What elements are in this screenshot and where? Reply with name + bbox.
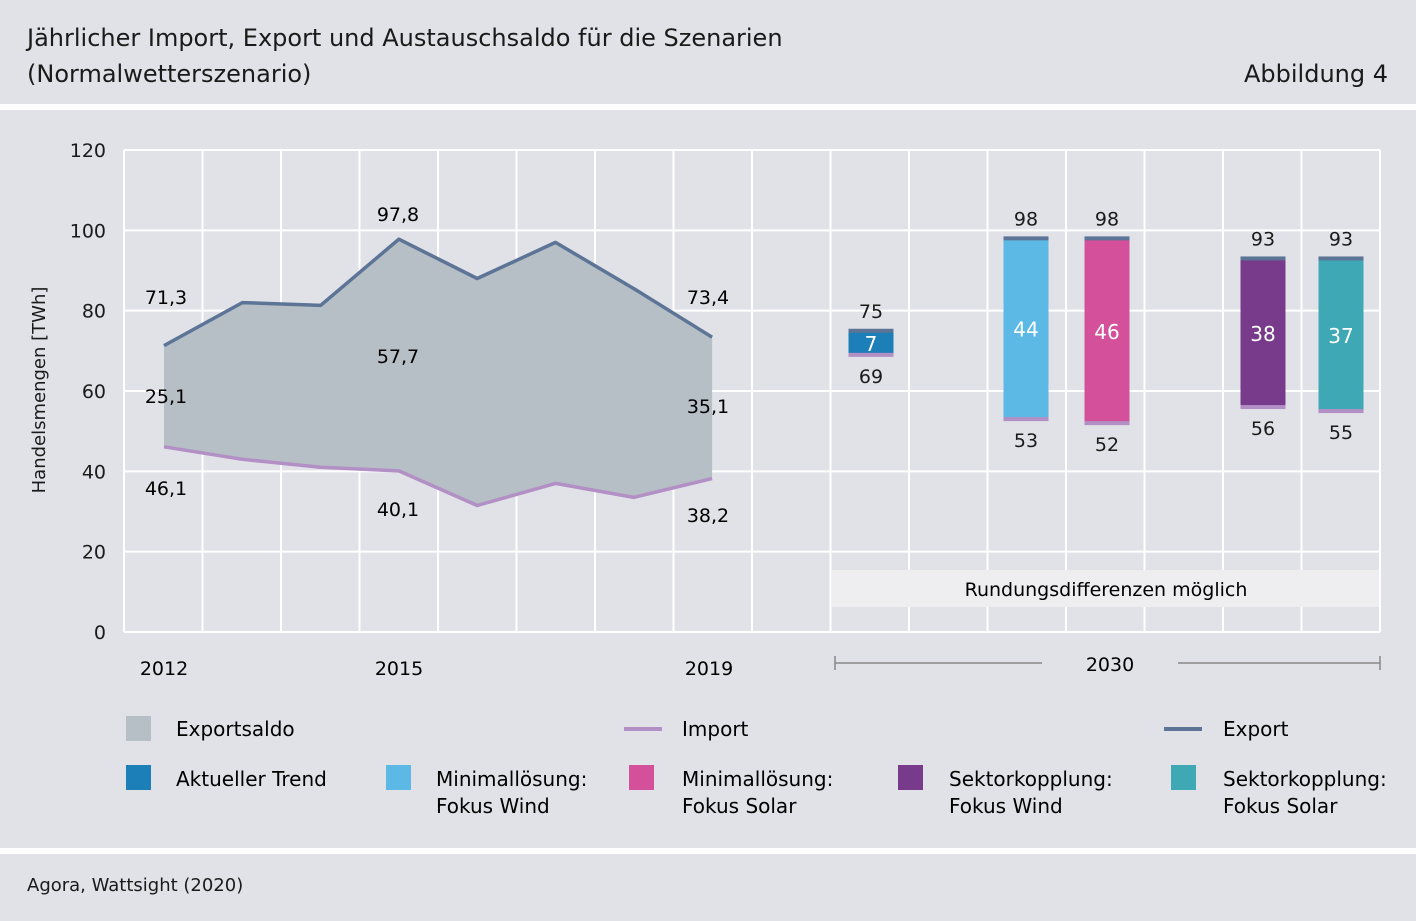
bar-export-label: 93 <box>1329 228 1353 250</box>
legend: Exportsaldo Import Export Aktueller Tren… <box>126 716 1387 818</box>
legend-swatch-sek-wind <box>898 765 923 790</box>
bar-min-solar: 98 52 46 <box>1084 208 1130 456</box>
legend-label-sek-solar-2: Fokus Solar <box>1223 794 1338 818</box>
bar-saldo-label: 46 <box>1094 320 1119 344</box>
bar-saldo-label: 7 <box>865 332 878 356</box>
bar-import-cap <box>1003 417 1049 422</box>
bar-import-cap <box>1240 405 1286 410</box>
saldo-label-2012: 25,1 <box>145 386 187 408</box>
import-label-2019: 38,2 <box>687 505 729 527</box>
bar-body <box>1318 258 1364 412</box>
header-divider <box>0 104 1416 110</box>
bar-export-cap <box>1240 256 1286 261</box>
legend-label-min-wind-1: Minimallösung: <box>436 767 587 791</box>
bar-body <box>1084 238 1130 424</box>
y-tick-label: 80 <box>82 301 106 323</box>
exportsaldo-area <box>164 239 713 506</box>
x-tick-2015: 2015 <box>375 658 423 680</box>
x-bracket-2030 <box>834 656 1381 670</box>
bar-export-cap <box>1003 236 1049 241</box>
bar-import-label: 69 <box>859 366 883 388</box>
bar-min-wind: 98 53 44 <box>1003 208 1049 452</box>
y-tick-label: 0 <box>94 622 106 644</box>
legend-label-exportsaldo: Exportsaldo <box>176 717 295 741</box>
header: Jährlicher Import, Export und Austauschs… <box>0 0 1416 104</box>
saldo-label-2019: 35,1 <box>687 396 729 418</box>
legend-label-import: Import <box>682 717 749 741</box>
x-tick-2030: 2030 <box>1086 654 1134 676</box>
y-tick-label: 100 <box>70 220 106 242</box>
legend-label-min-solar-1: Minimallösung: <box>682 767 833 791</box>
legend-label-export: Export <box>1223 717 1289 741</box>
bar-export-cap <box>848 328 894 333</box>
chart: 0 20 40 60 80 100 120 Handelsmengen [TWh] 71,3… <box>29 140 1387 818</box>
x-tick-2012: 2012 <box>140 658 188 680</box>
bar-saldo-label: 38 <box>1250 322 1275 346</box>
export-label-2012: 71,3 <box>145 287 187 309</box>
y-axis-label: Handelsmengen [TWh] <box>29 287 50 494</box>
bar-sek-wind: 93 56 38 <box>1240 228 1286 440</box>
bar-body <box>1240 258 1286 408</box>
bar-export-label: 93 <box>1251 228 1275 250</box>
legend-swatch-exportsaldo <box>126 716 151 741</box>
grid <box>123 149 1381 633</box>
export-label-2015: 97,8 <box>377 204 419 226</box>
bar-export-label: 75 <box>859 301 883 323</box>
x-tick-2019: 2019 <box>685 658 733 680</box>
legend-swatch-aktueller-trend <box>126 765 151 790</box>
legend-label-aktueller-trend: Aktueller Trend <box>176 767 327 791</box>
bar-import-label: 56 <box>1251 418 1275 440</box>
legend-swatch-min-solar <box>629 765 654 790</box>
y-tick-label: 60 <box>82 381 106 403</box>
y-tick-label: 120 <box>70 140 106 162</box>
bar-body <box>848 330 894 355</box>
bar-export-cap <box>1318 256 1364 261</box>
import-line <box>163 445 713 508</box>
bar-import-label: 52 <box>1095 434 1119 456</box>
y-tick-label: 40 <box>82 461 106 483</box>
chart-title: Jährlicher Import, Export und Austauschs… <box>27 24 783 52</box>
export-label-2019: 73,4 <box>687 287 729 309</box>
bar-import-cap <box>1318 409 1364 414</box>
footer-divider <box>0 848 1416 854</box>
bar-export-label: 98 <box>1095 208 1119 230</box>
export-line <box>163 237 714 348</box>
y-tick-label: 20 <box>82 542 106 564</box>
bar-export-label: 98 <box>1014 208 1038 230</box>
y-axis-ticks: 0 20 40 60 80 100 120 <box>70 140 106 644</box>
bar-export-cap <box>1084 236 1130 241</box>
bar-import-label: 55 <box>1329 422 1353 444</box>
figure-label: Abbildung 4 <box>1243 60 1388 88</box>
bar-import-cap <box>1084 421 1130 426</box>
legend-label-min-wind-2: Fokus Wind <box>436 794 550 818</box>
import-label-2012: 46,1 <box>145 478 187 500</box>
bar-aktueller-trend: 75 69 7 <box>848 301 894 388</box>
bar-saldo-label: 44 <box>1013 318 1038 342</box>
saldo-label-2015: 57,7 <box>377 346 419 368</box>
legend-swatch-sek-solar <box>1171 765 1196 790</box>
bar-import-label: 53 <box>1014 430 1038 452</box>
import-label-2015: 40,1 <box>377 499 419 521</box>
bar-saldo-label: 37 <box>1328 324 1353 348</box>
legend-label-sek-solar-1: Sektorkopplung: <box>1223 767 1387 791</box>
chart-subtitle: (Normalwetterszenario) <box>27 60 312 88</box>
legend-swatch-min-wind <box>386 765 411 790</box>
scenario-bars: 75 69 7 98 53 44 98 52 46 93 56 38 93 55 37 <box>848 208 1364 456</box>
note-box <box>832 570 1379 607</box>
legend-label-min-solar-2: Fokus Solar <box>682 794 797 818</box>
bar-sek-solar: 93 55 37 <box>1318 228 1364 444</box>
bar-import-cap <box>848 352 894 357</box>
source-note: Agora, Wattsight (2020) <box>27 875 244 896</box>
legend-label-sek-wind-2: Fokus Wind <box>949 794 1063 818</box>
note-text: Rundungsdifferenzen möglich <box>965 579 1248 601</box>
legend-label-sek-wind-1: Sektorkopplung: <box>949 767 1113 791</box>
bar-body <box>1003 238 1049 420</box>
